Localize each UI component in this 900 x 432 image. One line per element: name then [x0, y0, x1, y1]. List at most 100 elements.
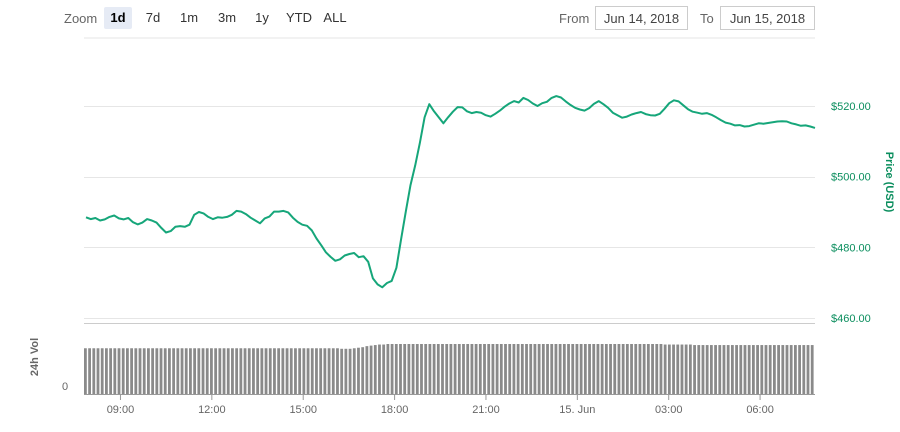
- x-tick-label: 18:00: [381, 404, 409, 416]
- x-tick-label: 15. Jun: [559, 404, 595, 416]
- volume-bar: [357, 347, 360, 394]
- zoom-button-1y[interactable]: 1y: [255, 10, 269, 25]
- volume-bar: [751, 345, 755, 394]
- volume-bar: [352, 348, 356, 394]
- volume-bar: [130, 348, 134, 394]
- zoom-button-all[interactable]: ALL: [323, 10, 347, 25]
- volume-bar: [319, 348, 323, 394]
- volume-bar: [693, 345, 696, 394]
- volume-bar: [100, 348, 104, 394]
- volume-axis-title: 24h Vol: [29, 338, 41, 376]
- volume-bar: [714, 345, 717, 394]
- volume-bar: [680, 344, 684, 394]
- volume-bar: [142, 348, 146, 394]
- zoom-button-1d[interactable]: 1d: [104, 7, 132, 29]
- volume-bar: [373, 345, 377, 394]
- zoom-button-3m[interactable]: 3m: [217, 10, 237, 25]
- volume-bar: [726, 345, 730, 394]
- volume-bar: [210, 348, 213, 394]
- volume-bar: [315, 348, 318, 394]
- volume-bar: [613, 344, 617, 394]
- volume-bar: [218, 348, 222, 394]
- to-label: To: [700, 11, 714, 26]
- x-tick-label: 03:00: [655, 404, 683, 416]
- volume-bar: [634, 344, 638, 394]
- volume-y-tick: 0: [62, 381, 68, 393]
- x-tick-label: 06:00: [746, 404, 774, 416]
- volume-bar: [117, 348, 121, 394]
- volume-bar: [453, 344, 457, 394]
- x-tick-label: 12:00: [198, 404, 226, 416]
- volume-bar: [344, 348, 348, 394]
- volume-bar: [604, 344, 608, 394]
- volume-bar: [516, 344, 520, 394]
- volume-bar: [487, 344, 491, 394]
- volume-bar: [189, 348, 192, 394]
- volume-bar: [285, 348, 289, 394]
- from-date-input[interactable]: [595, 6, 688, 30]
- to-date-input[interactable]: [720, 6, 815, 30]
- volume-bar: [302, 348, 306, 394]
- volume-bar: [533, 344, 537, 394]
- volume-bar: [512, 344, 516, 394]
- volume-bar: [281, 348, 285, 394]
- volume-bar: [159, 348, 163, 394]
- volume-bar: [684, 344, 688, 394]
- volume-bar: [268, 348, 272, 394]
- volume-bar: [583, 344, 587, 394]
- volume-bar: [403, 344, 407, 394]
- volume-bar: [525, 344, 528, 394]
- volume-bar: [554, 344, 558, 394]
- volume-bar: [382, 344, 386, 394]
- volume-bar: [96, 348, 100, 394]
- volume-bar: [113, 348, 117, 394]
- volume-bar: [747, 345, 751, 394]
- y-tick-label: $480.00: [831, 242, 871, 254]
- zoom-button-1m[interactable]: 1m: [179, 10, 199, 25]
- volume-bar: [529, 344, 533, 394]
- volume-bar: [155, 348, 159, 394]
- volume-bar: [638, 344, 642, 394]
- volume-bar: [441, 344, 444, 394]
- volume-bar: [226, 348, 230, 394]
- volume-bar: [336, 348, 339, 394]
- volume-bar: [499, 344, 503, 394]
- volume-bar: [798, 345, 801, 394]
- volume-bar: [646, 344, 650, 394]
- volume-bar: [394, 344, 398, 394]
- volume-bar: [457, 344, 461, 394]
- volume-bar: [760, 345, 764, 394]
- volume-bar: [298, 348, 302, 394]
- volume-bar: [701, 345, 705, 394]
- volume-bar: [407, 344, 411, 394]
- volume-bar: [743, 345, 747, 394]
- volume-bar: [541, 344, 545, 394]
- price-line: [85, 95, 816, 289]
- volume-bar: [205, 348, 209, 394]
- volume-bar: [676, 344, 680, 394]
- volume-bar: [806, 345, 810, 394]
- volume-bar: [705, 345, 709, 394]
- volume-bar: [243, 348, 247, 394]
- y-tick-label: $500.00: [831, 172, 871, 184]
- zoom-button-7d[interactable]: 7d: [145, 10, 161, 25]
- volume-bar: [735, 345, 738, 394]
- volume-bar: [176, 348, 180, 394]
- volume-bar: [386, 344, 390, 394]
- volume-bar: [722, 345, 726, 394]
- volume-bar: [184, 348, 188, 394]
- volume-bar: [672, 344, 675, 394]
- volume-bar: [277, 348, 281, 394]
- zoom-button-ytd[interactable]: YTD: [286, 10, 312, 25]
- volume-bar: [197, 348, 201, 394]
- volume-bar: [445, 344, 449, 394]
- volume-bar: [478, 344, 482, 394]
- volume-bar: [214, 348, 218, 394]
- volume-bar: [151, 348, 155, 394]
- volume-bar: [340, 348, 344, 394]
- volume-bar: [264, 348, 268, 394]
- volume-bar: [411, 344, 415, 394]
- volume-bar: [520, 344, 524, 394]
- x-tick-label: 21:00: [472, 404, 500, 416]
